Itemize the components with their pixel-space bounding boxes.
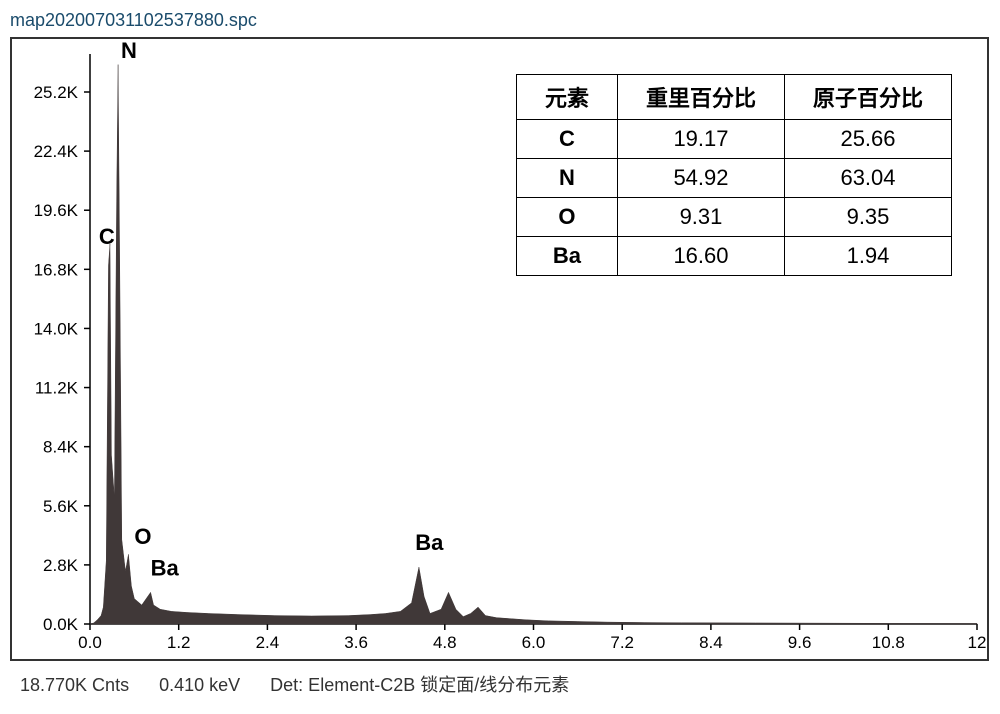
- svg-text:22.4K: 22.4K: [34, 142, 79, 161]
- table-cell: 9.35: [784, 198, 951, 237]
- svg-text:4.8: 4.8: [433, 633, 457, 652]
- table-cell: 54.92: [617, 159, 784, 198]
- svg-text:Ba: Ba: [151, 555, 180, 580]
- table-cell: 25.66: [784, 120, 951, 159]
- svg-text:7.2: 7.2: [610, 633, 634, 652]
- table-cell: N: [516, 159, 617, 198]
- svg-text:11.2K: 11.2K: [35, 379, 79, 398]
- svg-text:19.6K: 19.6K: [34, 201, 79, 220]
- table-cell: 19.17: [617, 120, 784, 159]
- table-row: C19.1725.66: [516, 120, 951, 159]
- table-cell: Ba: [516, 237, 617, 276]
- table-cell: 63.04: [784, 159, 951, 198]
- svg-text:Ba: Ba: [415, 530, 444, 555]
- svg-text:0.0: 0.0: [78, 633, 102, 652]
- element-table: 元素重里百分比原子百分比 C19.1725.66N54.9263.04O9.31…: [516, 74, 952, 276]
- svg-text:C: C: [99, 224, 115, 249]
- table-cell: 1.94: [784, 237, 951, 276]
- svg-text:12: 12: [968, 633, 987, 652]
- file-title: map202007031102537880.spc: [10, 10, 990, 31]
- svg-text:5.6K: 5.6K: [43, 497, 79, 516]
- svg-text:14.0K: 14.0K: [34, 319, 79, 338]
- svg-text:2.8K: 2.8K: [43, 556, 79, 575]
- status-bar: 18.770K Cnts 0.410 keV Det: Element-C2B …: [10, 671, 990, 697]
- svg-text:N: N: [121, 39, 137, 63]
- table-cell: C: [516, 120, 617, 159]
- table-header: 原子百分比: [784, 75, 951, 120]
- table-row: O9.319.35: [516, 198, 951, 237]
- svg-text:16.8K: 16.8K: [34, 260, 79, 279]
- footer-det: Det: Element-C2B 锁定面/线分布元素: [270, 675, 569, 695]
- table-cell: 16.60: [617, 237, 784, 276]
- table-row: N54.9263.04: [516, 159, 951, 198]
- footer-kev: 0.410 keV: [159, 675, 240, 695]
- table-header: 元素: [516, 75, 617, 120]
- svg-text:1.2: 1.2: [167, 633, 191, 652]
- table-cell: 9.31: [617, 198, 784, 237]
- svg-text:8.4K: 8.4K: [43, 438, 79, 457]
- spectrum-plot: 0.0K 2.8K 5.6K 8.4K 11.2K 14.0K 16.8K 19.6K 22.4…: [10, 37, 989, 661]
- svg-text:0.0K: 0.0K: [43, 615, 79, 634]
- table-header: 重里百分比: [617, 75, 784, 120]
- table-row: Ba16.601.94: [516, 237, 951, 276]
- footer-counts: 18.770K Cnts: [20, 675, 129, 695]
- svg-text:3.6: 3.6: [344, 633, 368, 652]
- svg-text:O: O: [134, 524, 151, 549]
- svg-text:8.4: 8.4: [699, 633, 723, 652]
- table-cell: O: [516, 198, 617, 237]
- svg-text:10.8: 10.8: [872, 633, 905, 652]
- svg-text:9.6: 9.6: [788, 633, 812, 652]
- svg-text:25.2K: 25.2K: [34, 83, 79, 102]
- svg-text:2.4: 2.4: [256, 633, 280, 652]
- svg-text:6.0: 6.0: [522, 633, 546, 652]
